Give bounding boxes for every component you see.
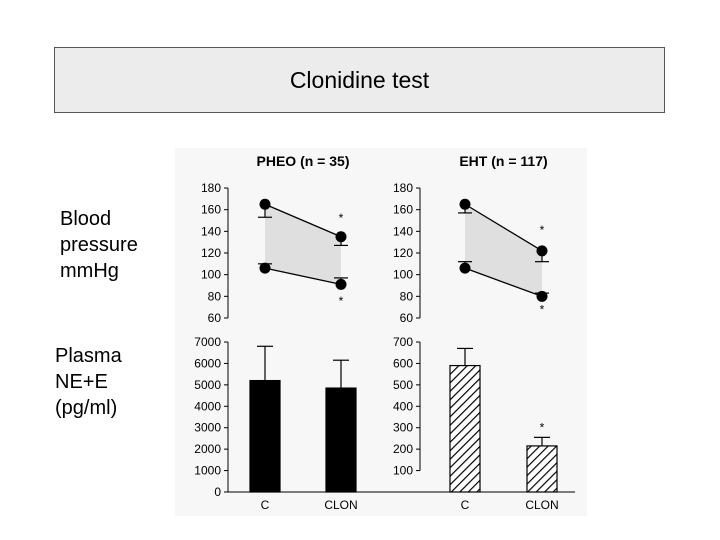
eht-bp-data-point — [536, 290, 548, 302]
pheo-bp-y-tick-label: 120 — [201, 246, 221, 260]
pheo-bp-y-tick-label: 140 — [201, 224, 221, 238]
eht-ne-significance-star: * — [540, 420, 545, 434]
blood-pressure-label: Blood pressure mmHg — [60, 208, 138, 282]
pheo-bp-data-point — [259, 262, 271, 274]
pheo-ne-x-tick-label: CLON — [324, 498, 357, 512]
clonidine-figure: PHEO (n = 35) 180 160 140 120 100 80 60 * * EHT (n… — [175, 148, 587, 516]
figure-background — [175, 148, 587, 516]
pheo-bp-data-point — [335, 278, 347, 290]
pheo-bp-shaded-band — [265, 204, 341, 285]
eht-bp-series-line — [464, 267, 543, 297]
pheo-ne-y-tick-label: 3000 — [194, 421, 221, 435]
eht-bp-y-tick-label: 160 — [393, 203, 413, 217]
eht-ne-bar — [526, 445, 558, 493]
pheo-bp-data-point — [259, 198, 271, 210]
pheo-ne-y-tick-label: 2000 — [194, 442, 221, 456]
eht-bp-y-tick-label: 180 — [393, 181, 413, 195]
pheo-ne-y-tick-label: 7000 — [194, 335, 221, 349]
pheo-ne-y-tick-label: 5000 — [194, 378, 221, 392]
eht-bp-data-point — [536, 245, 548, 257]
eht-ne-y-tick-label: 700 — [393, 335, 413, 349]
eht-bp-series-line — [464, 203, 543, 252]
eht-bp-y-tick-label: 120 — [393, 246, 413, 260]
eht-bp-data-point — [459, 262, 471, 274]
eht-ne-y-tick-label: 600 — [393, 356, 413, 370]
pheo-ne-y-tick-label: 1000 — [194, 464, 221, 478]
eht-bp-significance-star: * — [540, 303, 545, 317]
eht-bp-y-tick-label: 140 — [393, 224, 413, 238]
pheo-bp-title: PHEO (n = 35) — [257, 153, 350, 169]
eht-bp-y-tick-label: 100 — [393, 268, 413, 282]
eht-ne-x-tick-label: C — [461, 498, 470, 512]
eht-bp-significance-star: * — [540, 223, 545, 237]
pheo-bp-y-tick-label: 80 — [208, 289, 222, 303]
eht-bp-y-tick-label: 80 — [400, 289, 414, 303]
eht-ne-y-tick-label: 100 — [393, 464, 413, 478]
eht-bp-title: EHT (n = 117) — [459, 153, 547, 169]
plasma-ne-label: Plasma NE+E (pg/ml) — [55, 345, 122, 419]
pheo-ne-y-tick-label: 4000 — [194, 399, 221, 413]
eht-ne-y-tick-label: 400 — [393, 399, 413, 413]
pheo-bp-y-tick-label: 100 — [201, 268, 221, 282]
pheo-bp-y-tick-label: 60 — [208, 311, 222, 325]
slide-title: Clonidine test — [289, 66, 430, 93]
pheo-ne-y-tick-label: 6000 — [194, 356, 221, 370]
pheo-bp-series-line — [264, 203, 342, 238]
pheo-ne-bar — [249, 379, 281, 493]
pheo-bp-significance-star: * — [339, 294, 344, 308]
pheo-bp-significance-star: * — [339, 211, 344, 225]
eht-bp-y-tick-label: 60 — [400, 311, 414, 325]
pheo-bp-y-tick-label: 160 — [201, 203, 221, 217]
eht-ne-y-tick-label: 500 — [393, 378, 413, 392]
eht-bp-shaded-band — [465, 204, 542, 297]
eht-ne-y-tick-label: 200 — [393, 442, 413, 456]
pheo-ne-bar — [325, 387, 357, 493]
pheo-ne-y-tick-label: 0 — [214, 485, 221, 499]
eht-ne-y-tick-label: 300 — [393, 421, 413, 435]
slide-title-box: Clonidine test — [54, 47, 665, 113]
pheo-bp-series-line — [264, 267, 342, 286]
eht-ne-x-tick-label: CLON — [525, 498, 558, 512]
eht-ne-bar — [449, 364, 481, 493]
pheo-bp-y-tick-label: 180 — [201, 181, 221, 195]
pheo-ne-x-tick-label: C — [261, 498, 270, 512]
eht-bp-data-point — [459, 198, 471, 210]
pheo-bp-data-point — [335, 231, 347, 243]
